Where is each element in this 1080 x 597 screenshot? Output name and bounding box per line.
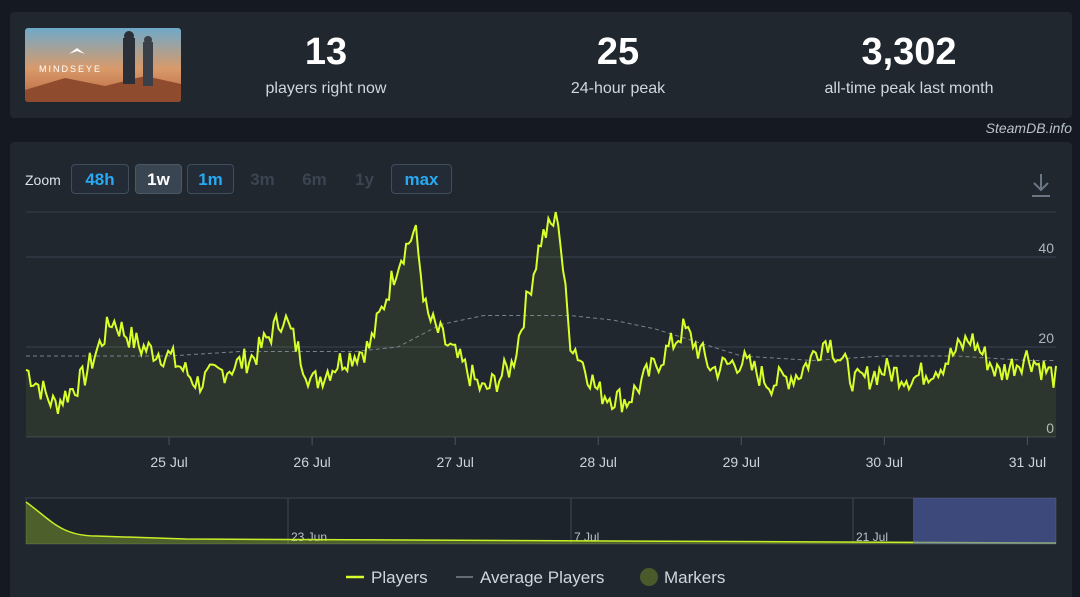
navigator-line: [25, 501, 1057, 544]
x-tick-label: 26 Jul: [293, 454, 330, 470]
zoom-label: Zoom: [25, 172, 61, 188]
chart-grid: [26, 211, 1056, 438]
x-tick-label: 25 Jul: [150, 454, 187, 470]
navigator-background: [25, 497, 1057, 545]
stat-players-now: 13 players right now: [246, 30, 406, 98]
legend-markers-swatch: [640, 568, 658, 586]
zoom-48h-button[interactable]: 48h: [71, 164, 129, 194]
x-tick-label: 27 Jul: [436, 454, 473, 470]
stat-label: players right now: [265, 80, 387, 97]
x-axis-ticks: 25 Jul 26 Jul 27 Jul 28 Jul 29 Jul 30 Jul 31 J…: [150, 437, 1046, 470]
navigator-tick-label: 21 Jul: [856, 530, 888, 544]
x-tick-label: 29 Jul: [723, 454, 760, 470]
download-icon[interactable]: [1030, 172, 1052, 198]
stat-value: 3,302: [861, 31, 957, 73]
game-thumbnail[interactable]: MINDSEYE: [25, 28, 181, 102]
navigator-selection-handle: [913, 498, 1056, 544]
y-tick-label: 20: [1038, 330, 1054, 346]
time-navigator[interactable]: 23 Jun 7 Jul 21 Jul: [25, 497, 1057, 545]
legend-average-label: Average Players: [480, 568, 604, 587]
chart-legend: Players Average Players Markers: [346, 568, 725, 587]
zoom-3m-button: 3m: [250, 170, 275, 189]
y-tick-label: 40: [1038, 240, 1054, 256]
navigator-tick-label: 23 Jun: [291, 530, 327, 544]
zoom-1y-button: 1y: [355, 170, 374, 189]
x-tick-label: 28 Jul: [580, 454, 617, 470]
legend-players-label: Players: [371, 568, 428, 587]
x-tick-label: 31 Jul: [1009, 454, 1046, 470]
zoom-max-button[interactable]: max: [391, 164, 452, 194]
y-tick-label: 0: [1046, 420, 1054, 436]
stat-value: 25: [596, 31, 640, 73]
game-art-image: MINDSEYE: [25, 28, 181, 102]
zoom-6m-button: 6m: [302, 170, 327, 189]
stat-label: 24-hour peak: [570, 80, 666, 97]
stat-label: all-time peak last month: [824, 80, 994, 97]
zoom-1m-button[interactable]: 1m: [187, 164, 234, 194]
steamdb-credit[interactable]: SteamDB.info: [985, 120, 1072, 136]
y-axis-ticks: 0 20 40: [1038, 240, 1054, 436]
players-area: [26, 212, 1056, 437]
zoom-1w-button[interactable]: 1w: [135, 164, 182, 194]
average-players-line: [26, 315, 1056, 362]
stat-alltime-peak: 3,302 all-time peak last month: [800, 30, 1018, 98]
svg-text:MINDSEYE: MINDSEYE: [39, 64, 102, 74]
players-line: [25, 211, 1057, 414]
navigator-area: [26, 502, 1056, 544]
stat-24h-peak: 25 24-hour peak: [538, 30, 698, 98]
stats-panel: MINDSEYE 13 players right now 25 24-hour…: [10, 12, 1072, 118]
legend-markers-label: Markers: [664, 568, 725, 587]
stat-value: 13: [304, 31, 348, 73]
x-tick-label: 30 Jul: [866, 454, 903, 470]
